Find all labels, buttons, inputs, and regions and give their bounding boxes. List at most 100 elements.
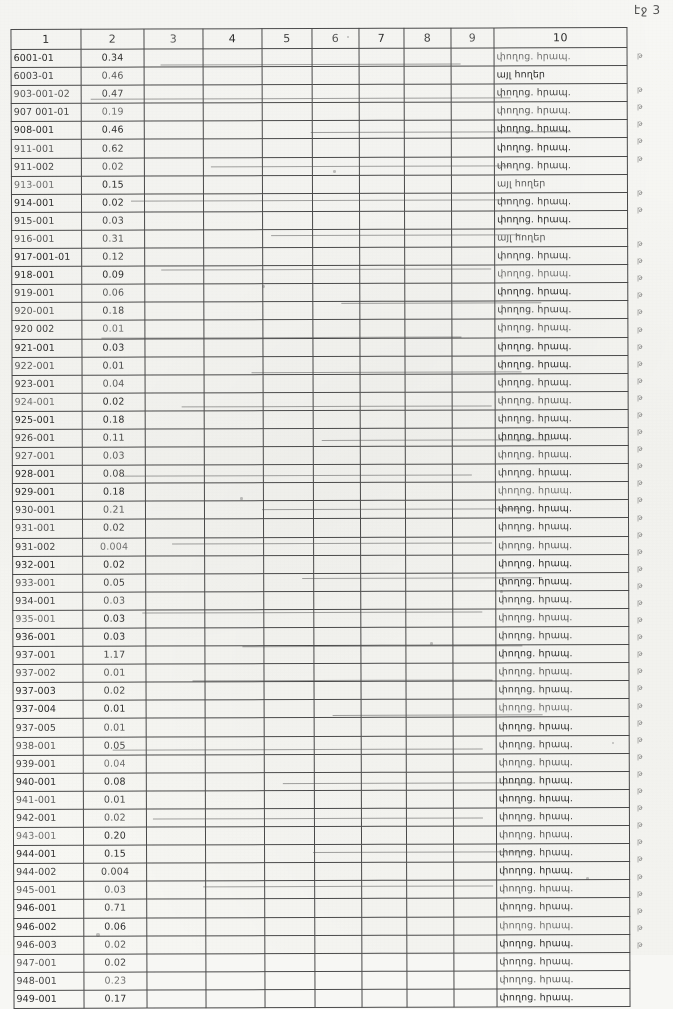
cell-empty-col-7 xyxy=(361,717,407,736)
cell-empty-col-5 xyxy=(262,157,313,176)
cell-area-value: 0.03 xyxy=(81,338,145,357)
cell-parcel-code: 907 001-01 xyxy=(11,103,82,122)
cell-empty-col-4 xyxy=(204,663,265,683)
cell-empty-col-6 xyxy=(312,156,360,176)
cell-empty-col-8 xyxy=(405,482,453,501)
cell-empty-col-6 xyxy=(313,663,362,682)
table-row: 926-001 0.11 փողոց. հրապ. xyxy=(12,427,629,448)
cell-empty-col-3 xyxy=(144,229,204,249)
cell-empty-col-3 xyxy=(144,66,204,86)
cell-empty-col-5 xyxy=(262,301,313,321)
cell-empty-col-4 xyxy=(205,899,265,918)
cell-empty-col-7 xyxy=(361,790,407,809)
cell-empty-col-7 xyxy=(359,120,405,139)
cell-area-value: 0.02 xyxy=(83,808,147,828)
table-row: 913-001 0.15 այլ հողեր xyxy=(11,174,628,195)
cell-empty-col-4 xyxy=(205,772,265,791)
cell-empty-col-3 xyxy=(145,410,205,430)
cell-empty-col-3 xyxy=(145,609,205,629)
cell-empty-col-7 xyxy=(360,554,406,574)
cell-empty-col-7 xyxy=(360,373,406,393)
cell-empty-col-4 xyxy=(205,971,265,990)
cell-area-value: 0.46 xyxy=(81,67,145,86)
cell-empty-col-7 xyxy=(359,265,405,284)
cell-empty-col-8 xyxy=(405,627,453,646)
cell-empty-col-4 xyxy=(205,917,265,936)
cell-parcel-code: 938-001 xyxy=(13,736,84,756)
cell-empty-col-7 xyxy=(359,211,405,230)
cell-empty-col-9 xyxy=(453,844,497,863)
table-row: 945-001 0.03 փողոց. հրապ. xyxy=(13,879,630,900)
cell-land-use-note: փողոց. հրապ. xyxy=(496,771,630,790)
cell-empty-col-9 xyxy=(452,645,496,664)
cell-empty-col-8 xyxy=(406,952,454,972)
cell-empty-col-5 xyxy=(262,338,313,357)
cell-empty-col-4 xyxy=(203,121,263,140)
cell-empty-col-8 xyxy=(405,536,453,555)
cell-empty-col-6 xyxy=(314,717,362,737)
table-row: 935-001 0.03 փողոց. հրապ. xyxy=(12,608,629,629)
margin-mark: թ xyxy=(637,717,643,727)
cell-empty-col-7 xyxy=(359,229,405,248)
cell-parcel-code: 931-002 xyxy=(12,537,83,557)
cell-parcel-code: 931-001 xyxy=(12,519,83,538)
cell-empty-col-3 xyxy=(145,555,205,574)
cell-land-use-note: փողոց. հրապ. xyxy=(494,156,628,175)
table-row: 934-001 0.03 փողոց. հրապ. xyxy=(12,590,629,611)
cell-land-use-note: փողոց. հրապ. xyxy=(496,789,630,808)
cell-empty-col-7 xyxy=(360,392,406,411)
cell-empty-col-7 xyxy=(360,609,406,628)
cell-empty-col-6 xyxy=(312,48,360,67)
cell-empty-col-8 xyxy=(404,156,452,175)
cell-area-value: 0.11 xyxy=(82,429,146,448)
cell-empty-col-5 xyxy=(263,482,314,502)
margin-mark: թ xyxy=(637,529,643,539)
cell-empty-col-7 xyxy=(360,410,406,429)
cell-empty-col-7 xyxy=(361,826,407,845)
cell-area-value: 0.19 xyxy=(81,103,145,122)
cell-empty-col-7 xyxy=(361,971,407,990)
cell-parcel-code: 944-002 xyxy=(13,863,84,882)
cell-land-use-note: փողոց. հրապ. xyxy=(496,716,630,736)
cell-empty-col-3 xyxy=(145,664,206,683)
cell-area-value: 0.18 xyxy=(82,483,146,502)
cell-empty-col-7 xyxy=(359,174,405,194)
cell-empty-col-8 xyxy=(406,844,454,863)
cell-land-use-note: փողոց. հրապ. xyxy=(495,463,629,483)
margin-mark: թ xyxy=(637,786,643,796)
cell-empty-col-4 xyxy=(204,627,264,646)
column-header-7: 7 xyxy=(358,28,405,49)
cell-empty-col-5 xyxy=(262,229,313,248)
cell-empty-col-9 xyxy=(451,246,495,266)
cell-area-value: 0.15 xyxy=(83,845,147,864)
cell-empty-col-5 xyxy=(262,283,313,302)
cell-empty-col-6 xyxy=(313,645,361,664)
cell-empty-col-3 xyxy=(145,627,205,647)
margin-mark: թ xyxy=(637,85,643,95)
cell-empty-col-3 xyxy=(146,700,206,719)
cell-parcel-code: 915-001 xyxy=(11,212,82,231)
cell-empty-col-9 xyxy=(451,84,495,103)
cell-parcel-code: 913-001 xyxy=(11,175,82,195)
cell-area-value: 0.08 xyxy=(83,772,147,792)
cell-empty-col-6 xyxy=(313,591,361,610)
cell-empty-col-6 xyxy=(314,699,362,718)
table-row: 923-001 0.04 փողոց. հրապ. xyxy=(12,373,629,394)
registry-table: 1 2 3 4 5 6 7 8 9 10 6001-01 0.34 փողոց. հրապ. 6003-… xyxy=(10,27,631,1009)
cell-empty-col-6 xyxy=(312,229,360,248)
cell-empty-col-6 xyxy=(312,175,360,194)
margin-mark: թ xyxy=(637,444,643,454)
cell-empty-col-8 xyxy=(406,880,454,899)
cell-empty-col-6 xyxy=(312,247,360,266)
cell-empty-col-5 xyxy=(264,880,315,900)
table-row: 927-001 0.03 փողոց. հրապ. xyxy=(12,445,629,466)
cell-empty-col-7 xyxy=(359,138,405,157)
cell-empty-col-8 xyxy=(405,608,453,628)
margin-mark: թ xyxy=(637,632,643,642)
margin-mark: թ xyxy=(637,119,643,129)
cell-empty-col-9 xyxy=(453,735,497,754)
cell-empty-col-5 xyxy=(262,66,313,85)
margin-mark: թ xyxy=(637,666,643,676)
table-row: 936-001 0.03 փողոց. հրապ. xyxy=(12,626,629,647)
cell-empty-col-9 xyxy=(452,409,496,429)
